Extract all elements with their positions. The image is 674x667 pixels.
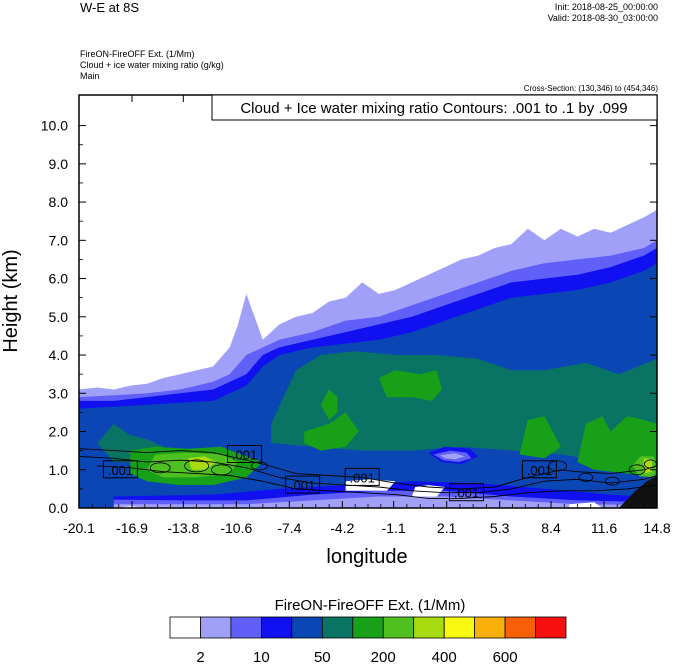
x-tick-label-11: 14.8 bbox=[643, 520, 670, 536]
colorbar-label-1: 10 bbox=[253, 649, 270, 666]
extinction-fill-layer bbox=[79, 209, 657, 508]
colorbar-swatch-3 bbox=[260, 616, 293, 639]
x-tick-label-0: -20.1 bbox=[63, 520, 95, 536]
colorbar-swatch-4 bbox=[291, 616, 323, 639]
x-tick-label-5: -4.2 bbox=[330, 520, 354, 536]
x-tick-label-3: -10.6 bbox=[220, 520, 252, 536]
region-teal-0 bbox=[271, 351, 657, 474]
init-time: Init: 2018-08-25_00:00:00 bbox=[554, 2, 658, 12]
y-tick-label-4: 4.0 bbox=[49, 347, 69, 363]
region-green-4 bbox=[519, 416, 561, 459]
terrain bbox=[618, 475, 657, 508]
y-tick-label-7: 7.0 bbox=[49, 232, 69, 248]
axes-layer: -20.1 -16.9 -13.8 -10.6 -7.4 -4.2 -1.1 2.1 5.3 8.… bbox=[41, 95, 671, 536]
field-label-extinction: FireON-FireOFF Ext. (1/Mm) bbox=[80, 49, 195, 59]
contour-layer: .001 .001 .001 .001 .001 .001 bbox=[79, 445, 657, 502]
x-tick-label-8: 5.3 bbox=[490, 520, 510, 536]
contour-ring-5 bbox=[578, 472, 594, 482]
x-tick-label-6: -1.1 bbox=[382, 520, 406, 536]
colorbar-swatch-5 bbox=[321, 616, 354, 639]
contour-label-0: .001 bbox=[108, 463, 133, 478]
y-tick-label-2: 2.0 bbox=[49, 424, 69, 440]
y-tick-label-8: 8.0 bbox=[49, 194, 69, 210]
field-label-main: Main bbox=[80, 71, 100, 81]
contour-info-frame bbox=[211, 94, 658, 121]
colorbar-label-0: 2 bbox=[196, 649, 204, 666]
contour-label-box-4 bbox=[449, 483, 484, 502]
mixing-ratio-contour-2 bbox=[97, 465, 657, 499]
contour-label-5: .001 bbox=[527, 463, 552, 478]
y-tick-label-6: 6.0 bbox=[49, 271, 69, 287]
contour-label-3: .001 bbox=[350, 470, 375, 485]
contour-ring-6 bbox=[604, 476, 620, 486]
colorbar-title: FireON-FireOFF Ext. (1/Mm) bbox=[275, 597, 466, 614]
colorbar-swatch-11 bbox=[504, 616, 537, 639]
y-tick-label-5: 5.0 bbox=[49, 309, 69, 325]
cross-section-label: Cross-Section: (130,346) to (454,346) bbox=[523, 84, 658, 93]
region-lower-light-1 bbox=[440, 453, 465, 460]
contour-label-box-3 bbox=[344, 467, 380, 486]
x-tick-label-10: 11.6 bbox=[591, 520, 617, 536]
colorbar: 2 10 50 200 400 600 bbox=[169, 616, 567, 666]
x-tick-label-2: -13.8 bbox=[167, 520, 199, 536]
contour-ring-7 bbox=[628, 464, 646, 476]
y-tick-label-3: 3.0 bbox=[49, 385, 69, 401]
colorbar-swatch-6 bbox=[352, 616, 384, 639]
region-yellow-1 bbox=[643, 458, 652, 474]
colorbar-swatch-10 bbox=[474, 616, 506, 639]
contour-label-1: .001 bbox=[232, 448, 257, 463]
y-tick-label-0: 0.0 bbox=[49, 500, 69, 516]
contour-ring-2 bbox=[210, 464, 232, 476]
x-tick-label-4: -7.4 bbox=[277, 520, 301, 536]
contour-ring-1 bbox=[184, 459, 210, 473]
contour-ring-4 bbox=[548, 460, 567, 472]
colorbar-swatch-7 bbox=[382, 616, 415, 639]
region-green-0 bbox=[378, 370, 442, 401]
field-label-mixing-ratio: Cloud + ice water mixing ratio (g/kg) bbox=[80, 60, 224, 70]
plot-title: W-E at 8S bbox=[80, 0, 140, 15]
colorbar-swatch-8 bbox=[413, 616, 445, 639]
colorbar-swatch-9 bbox=[443, 616, 476, 639]
x-tick-label-7: 2.1 bbox=[437, 520, 457, 536]
colorbar-swatch-0 bbox=[169, 616, 201, 639]
colorbar-label-3: 200 bbox=[371, 649, 396, 666]
y-axis-label: Height (km) bbox=[0, 249, 22, 352]
contour-ring-3 bbox=[251, 461, 268, 471]
contour-label-box-1 bbox=[227, 445, 263, 463]
y-tick-label-1: 1.0 bbox=[49, 462, 69, 478]
region-green-2 bbox=[304, 412, 359, 451]
colorbar-swatch-1 bbox=[200, 616, 232, 639]
colorbar-swatch-12 bbox=[535, 616, 567, 639]
contour-label-2: .001 bbox=[290, 478, 315, 493]
x-axis-label: longitude bbox=[326, 546, 407, 568]
contour-info-text: Cloud + Ice water mixing ratio Contours:… bbox=[240, 100, 627, 117]
colorbar-label-2: 50 bbox=[314, 649, 331, 666]
region-white-1 bbox=[411, 485, 445, 497]
x-tick-label-9: 8.4 bbox=[541, 520, 561, 536]
contour-info-box: Cloud + Ice water mixing ratio Contours:… bbox=[211, 94, 658, 121]
contour-label-box-0 bbox=[102, 460, 138, 479]
mixing-ratio-contour-1 bbox=[79, 455, 657, 494]
colorbar-label-5: 600 bbox=[493, 649, 518, 666]
contour-label-box-2 bbox=[285, 475, 321, 494]
y-tick-label-10: 10.0 bbox=[41, 118, 68, 134]
valid-time: Valid: 2018-08-30_03:00:00 bbox=[547, 13, 658, 23]
contour-ring-0 bbox=[149, 462, 171, 474]
colorbar-label-4: 400 bbox=[432, 649, 457, 666]
y-tick-label-9: 9.0 bbox=[49, 156, 69, 172]
contour-label-4: .001 bbox=[454, 486, 479, 501]
contour-label-box-5 bbox=[521, 460, 557, 479]
colorbar-swatch-2 bbox=[230, 616, 262, 639]
region-green-1 bbox=[320, 389, 338, 420]
x-tick-label-1: -16.9 bbox=[116, 520, 148, 536]
